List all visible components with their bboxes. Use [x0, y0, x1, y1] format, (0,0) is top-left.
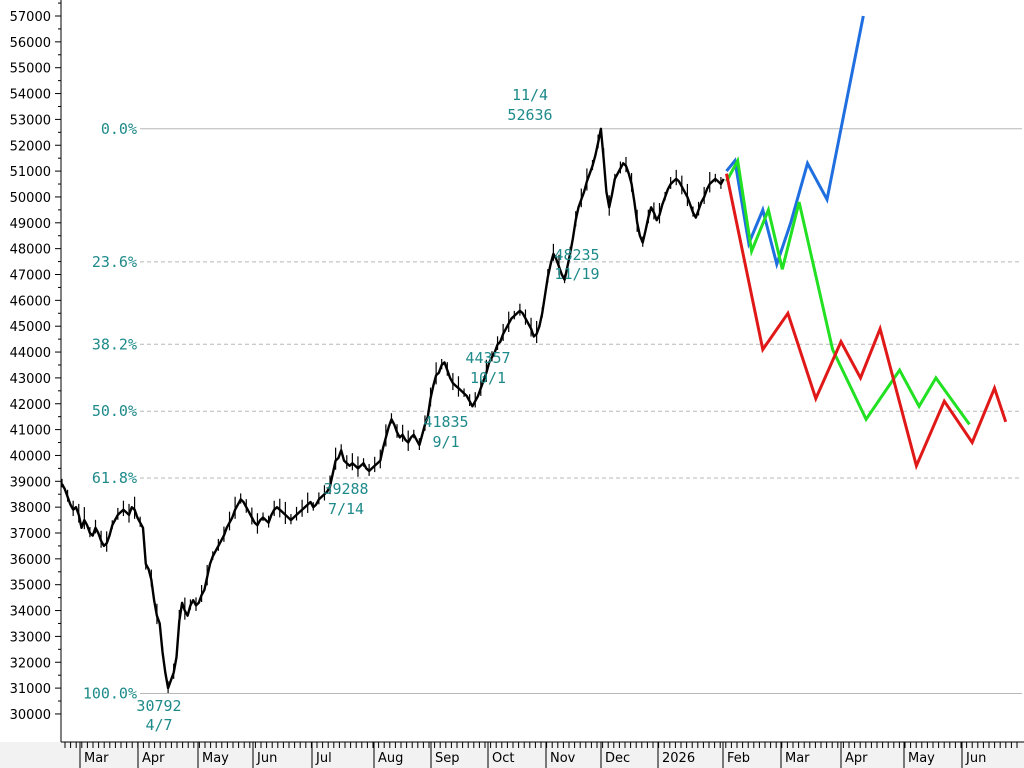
y-tick-label: 46000	[10, 294, 51, 309]
y-tick-label: 53000	[10, 113, 51, 128]
x-axis-band	[0, 742, 1024, 768]
y-tick-label: 30000	[10, 708, 51, 723]
y-tick-label: 44000	[10, 346, 51, 361]
annotation-date: 4/7	[145, 716, 172, 734]
annotation-value: 44357	[465, 349, 510, 367]
annotation-date: 10/1	[470, 369, 506, 387]
fib-level-label: 61.8%	[92, 469, 137, 487]
annotation-date: 9/1	[432, 433, 459, 451]
y-tick-label: 54000	[10, 88, 51, 103]
x-axis: Mar Apr May Jun Jul Aug Sep Oct Nov Dec 2026 Feb Mar…	[0, 741, 1024, 768]
y-tick-label: 33000	[10, 630, 51, 645]
x-tick-label: May	[908, 751, 935, 766]
annotation-value: 52636	[507, 106, 552, 124]
annotation-value: 48235	[554, 246, 599, 264]
x-tick-label: Mar	[785, 751, 810, 766]
price-series	[60, 127, 725, 693]
fibonacci-levels: 0.0% 23.6% 38.2% 50.0% 61.8% 100.0%	[83, 120, 1022, 702]
projection-line-1	[725, 156, 971, 426]
annotation-4: 39288 7/14	[323, 480, 368, 518]
y-tick-label: 38000	[10, 501, 51, 516]
y-tick-label: 40000	[10, 449, 51, 464]
x-tick-label: Feb	[727, 751, 750, 766]
x-tick-label: 2026	[662, 751, 695, 766]
x-tick-label: Jun	[965, 751, 986, 766]
y-tick-label: 39000	[10, 475, 51, 490]
x-tick-label: Aug	[378, 751, 403, 766]
annotation-date: 11/19	[554, 265, 599, 283]
fib-level-label: 23.6%	[92, 253, 137, 271]
fib-level-label: 100.0%	[83, 684, 137, 702]
y-tick-label: 37000	[10, 527, 51, 542]
projection-series	[725, 15, 1008, 471]
y-tick-label: 32000	[10, 656, 51, 671]
y-tick-label: 41000	[10, 424, 51, 439]
x-tick-label: Oct	[492, 751, 514, 766]
y-tick-label: 36000	[10, 553, 51, 568]
fib-level-label: 0.0%	[101, 120, 137, 138]
x-tick-label: Mar	[84, 751, 109, 766]
annotation-date: 7/14	[328, 500, 364, 518]
y-tick-label: 35000	[10, 579, 51, 594]
x-tick-label: Jun	[256, 751, 277, 766]
projection-line-2	[725, 173, 1008, 471]
y-tick-label: 43000	[10, 372, 51, 387]
y-tick-label: 55000	[10, 62, 51, 77]
x-tick-label: Nov	[550, 751, 576, 766]
y-tick-label: 47000	[10, 269, 51, 284]
x-tick-label: Jul	[315, 751, 332, 766]
y-tick-label: 34000	[10, 605, 51, 620]
x-tick-label: May	[202, 751, 229, 766]
price-line	[60, 127, 725, 690]
y-tick-label: 50000	[10, 191, 51, 206]
y-tick-label: 57000	[10, 10, 51, 25]
y-tick-label: 45000	[10, 320, 51, 335]
fib-level-label: 38.2%	[92, 335, 137, 353]
annotation-value: 39288	[323, 480, 368, 498]
y-axis: 30000 31000 32000 33000 34000 35000 36000 37000…	[10, 0, 62, 742]
x-tick-label: Dec	[605, 751, 630, 766]
x-tick-label: Sep	[435, 751, 460, 766]
annotation-3: 41835 9/1	[423, 413, 468, 451]
x-tick-label: Apr	[142, 751, 165, 766]
y-tick-label: 51000	[10, 165, 51, 180]
projection-line-0	[725, 15, 865, 270]
y-tick-label: 49000	[10, 217, 51, 232]
annotation-2: 44357 10/1	[465, 349, 510, 387]
y-tick-label: 52000	[10, 139, 51, 154]
fib-level-label: 50.0%	[92, 402, 137, 420]
x-tick-label: Apr	[845, 751, 868, 766]
annotation-0: 11/4 52636	[507, 86, 552, 124]
annotation-value: 30792	[136, 697, 181, 715]
y-tick-label: 48000	[10, 243, 51, 258]
annotation-date: 11/4	[512, 86, 548, 104]
annotation-value: 41835	[423, 413, 468, 431]
y-tick-label: 56000	[10, 36, 51, 51]
y-tick-label: 42000	[10, 398, 51, 413]
y-tick-label: 31000	[10, 682, 51, 697]
